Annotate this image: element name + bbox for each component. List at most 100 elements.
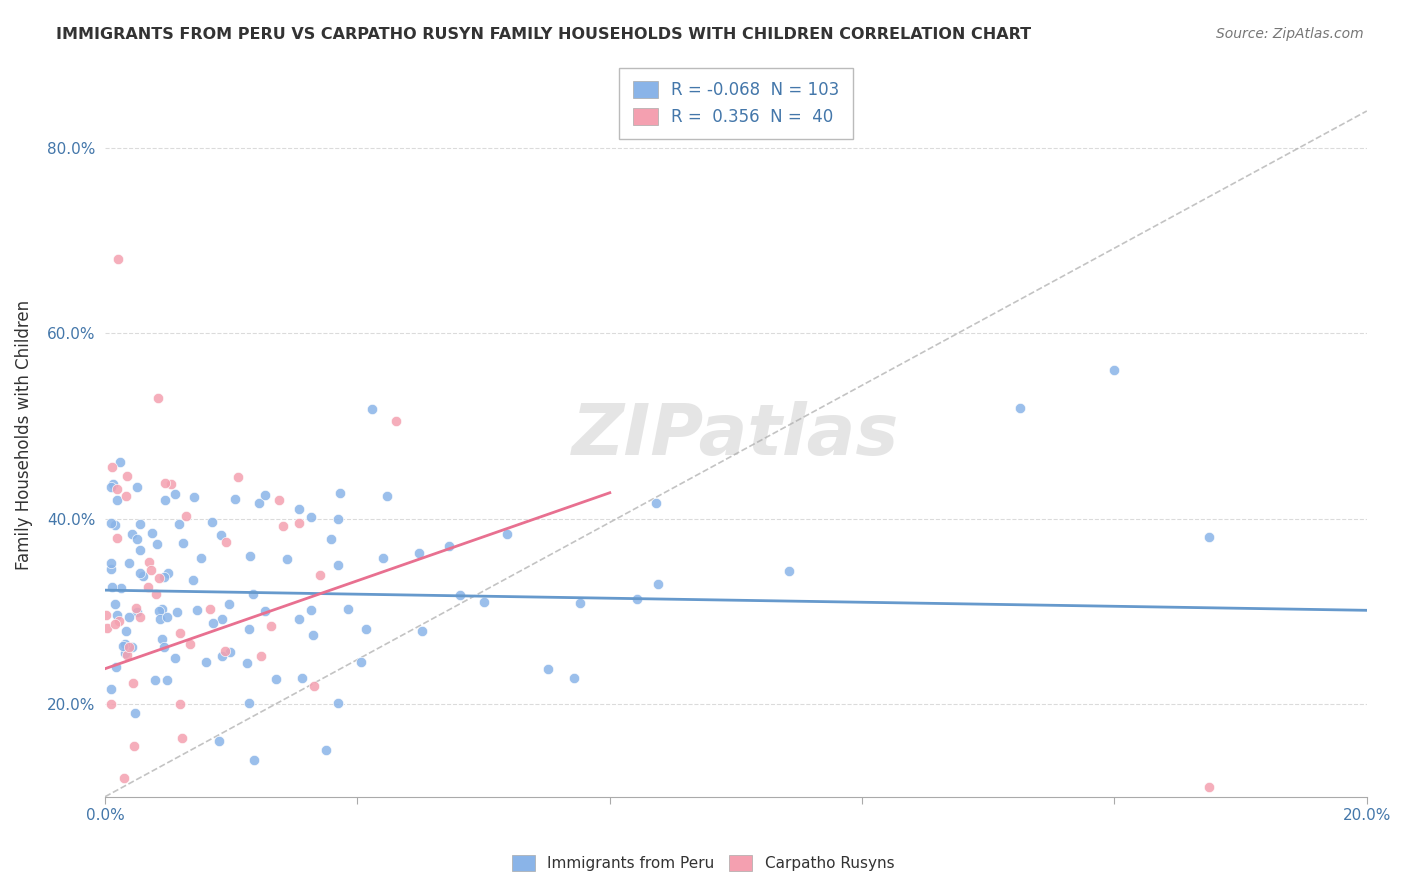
Point: [186, 603, 208, 617]
Point: [101, 581, 124, 595]
Point: [243, 753, 266, 767]
Point: [138, 556, 160, 570]
Point: [308, 568, 330, 582]
Point: [1008, 401, 1031, 415]
Point: [215, 534, 238, 549]
Point: [360, 402, 382, 417]
Point: [496, 526, 519, 541]
Point: [211, 649, 233, 664]
Point: [112, 639, 135, 653]
Point: [103, 597, 125, 611]
Point: [104, 518, 127, 533]
Point: [125, 605, 148, 619]
Point: [145, 587, 167, 601]
Point: [647, 577, 669, 591]
Point: [326, 696, 349, 710]
Point: [179, 637, 201, 651]
Point: [170, 731, 193, 746]
Point: [224, 491, 246, 506]
Point: [174, 509, 197, 524]
Point: [149, 612, 172, 626]
Point: [146, 537, 169, 551]
Point: [115, 648, 138, 663]
Point: [100, 460, 122, 475]
Point: [354, 622, 377, 636]
Point: [299, 510, 322, 524]
Point: [141, 563, 163, 577]
Point: [172, 535, 194, 549]
Point: [100, 697, 122, 711]
Point: [408, 546, 430, 560]
Point: [249, 649, 271, 664]
Point: [536, 661, 558, 675]
Point: [118, 610, 141, 624]
Point: [132, 569, 155, 583]
Point: [129, 566, 152, 581]
Point: [411, 624, 433, 638]
Point: [271, 519, 294, 533]
Point: [219, 644, 242, 658]
Point: [157, 566, 180, 581]
Point: [153, 493, 176, 508]
Point: [155, 476, 177, 491]
Point: [114, 624, 136, 638]
Point: [150, 602, 173, 616]
Point: [254, 488, 277, 502]
Point: [190, 550, 212, 565]
Point: [336, 601, 359, 615]
Point: [449, 588, 471, 602]
Point: [114, 637, 136, 651]
Point: [169, 625, 191, 640]
Point: [208, 734, 231, 748]
Point: [247, 496, 270, 510]
Point: [373, 551, 395, 566]
Point: [288, 516, 311, 530]
Point: [121, 526, 143, 541]
Point: [194, 655, 217, 669]
Point: [141, 525, 163, 540]
Point: [166, 605, 188, 619]
Point: [315, 743, 337, 757]
Point: [156, 673, 179, 687]
Point: [291, 671, 314, 685]
Point: [645, 496, 668, 510]
Point: [122, 676, 145, 690]
Point: [238, 697, 260, 711]
Point: [267, 493, 290, 508]
Point: [148, 391, 170, 405]
Point: [238, 623, 260, 637]
Point: [115, 468, 138, 483]
Point: [778, 564, 800, 578]
Point: [260, 618, 283, 632]
Point: [167, 516, 190, 531]
Point: [152, 632, 174, 646]
Point: [163, 651, 186, 665]
Point: [104, 617, 127, 632]
Point: [181, 573, 204, 587]
Point: [124, 706, 146, 720]
Point: [100, 516, 122, 530]
Point: [214, 643, 236, 657]
Point: [136, 580, 159, 594]
Y-axis label: Family Households with Children: Family Households with Children: [15, 301, 32, 570]
Point: [326, 558, 349, 572]
Point: [156, 610, 179, 624]
Point: [201, 515, 224, 529]
Text: IMMIGRANTS FROM PERU VS CARPATHO RUSYN FAMILY HOUSEHOLDS WITH CHILDREN CORRELATI: IMMIGRANTS FROM PERU VS CARPATHO RUSYN F…: [56, 27, 1032, 42]
Point: [148, 571, 170, 585]
Point: [115, 488, 138, 502]
Point: [143, 673, 166, 687]
Point: [183, 490, 205, 504]
Point: [153, 640, 176, 655]
Point: [299, 603, 322, 617]
Point: [165, 487, 187, 501]
Text: Source: ZipAtlas.com: Source: ZipAtlas.com: [1216, 27, 1364, 41]
Point: [148, 604, 170, 618]
Point: [1198, 780, 1220, 795]
Point: [118, 640, 141, 655]
Point: [129, 609, 152, 624]
Point: [562, 671, 585, 685]
Point: [209, 527, 232, 541]
Point: [118, 556, 141, 570]
Point: [301, 627, 323, 641]
